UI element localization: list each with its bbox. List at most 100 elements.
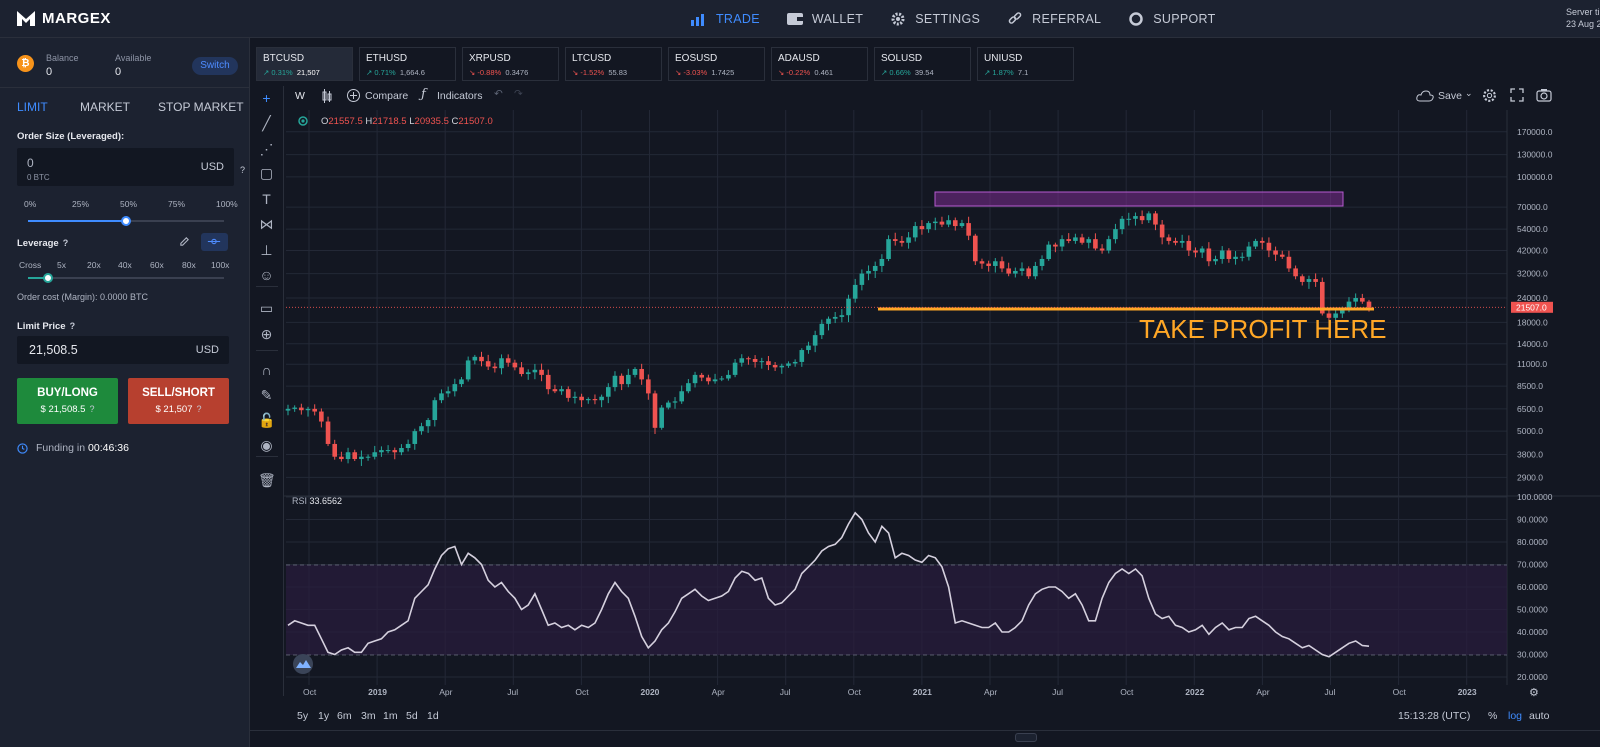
pencil-mode-button[interactable] [174,233,196,251]
scale-log[interactable]: log [1508,710,1523,722]
lock-pencil-icon[interactable]: ✎ [260,387,273,403]
candle [1219,250,1225,259]
symbol-tab-ltcusd[interactable]: LTCUSD ↘ -1.52% 55.83 [565,47,662,81]
logo[interactable]: MARGEX [16,9,111,27]
tv-logo-icon[interactable] [293,654,313,674]
zoom-icon[interactable]: ⊕ [260,326,273,342]
leverage-slider[interactable] [28,273,224,283]
limit-price-input[interactable]: 21,508.5 USD [17,336,229,364]
trendline-icon[interactable]: ╱ [262,115,271,131]
text-icon[interactable]: T [262,191,271,207]
timeframe-1m[interactable]: 1m [383,710,398,722]
redo-icon[interactable]: ↷ [514,88,523,100]
help-icon[interactable]: ? [240,165,246,175]
order-size-input[interactable]: 0 0 BTC USD [17,148,234,186]
size-tick[interactable]: 100% [216,199,238,209]
lock-icon[interactable]: 🔓 [258,412,276,428]
timeframe-5y[interactable]: 5y [297,710,309,722]
timeframe-6m[interactable]: 6m [337,710,352,722]
candle-type-icon[interactable] [321,89,333,103]
leverage-tick[interactable]: 80x [182,260,196,270]
slider-mode-button[interactable] [201,233,228,251]
help-icon[interactable]: ? [62,238,69,248]
timeframe-1d[interactable]: 1d [427,710,439,722]
tab-stop-market[interactable]: STOP MARKET [158,100,244,114]
fullscreen-icon[interactable] [1510,88,1524,102]
leverage-tick[interactable]: 20x [87,260,101,270]
undo-icon[interactable]: ↶ [494,88,503,100]
trash-icon[interactable]: 🗑 [258,472,276,488]
symbol-tab-uniusd[interactable]: UNIUSD ↗ 1.87% 7.1 [977,47,1074,81]
switch-button[interactable]: Switch [192,57,238,75]
symbol-tab-ethusd[interactable]: ETHUSD ↗ 0.71% 1,664.6 [359,47,456,81]
candle [932,221,938,224]
magnet-icon[interactable]: ∩ [261,362,272,378]
camera-icon[interactable] [1536,88,1552,102]
symbol-tab-xrpusd[interactable]: XRPUSD ↘ -0.88% 0.3476 [462,47,559,81]
candle [1199,248,1205,253]
timeframe-5d[interactable]: 5d [406,710,418,722]
panel-resize-bar[interactable] [250,730,1600,747]
tab-limit[interactable]: LIMIT [17,100,48,114]
symbol-tab-eosusd[interactable]: EOSUSD ↘ -3.03% 1.7425 [668,47,765,81]
gear-icon [891,12,905,26]
price-chart[interactable]: TAKE PROFIT HERE 170000.0 130000.0 100000.… [284,110,1600,710]
scale-percent[interactable]: % [1488,710,1498,722]
candle [899,240,905,243]
forecast-icon[interactable]: ⊥ [260,242,273,258]
candle [1099,248,1105,251]
eye-dot-icon[interactable] [298,116,308,126]
candle [726,374,731,379]
order-size-slider[interactable] [28,216,224,226]
nav-wallet[interactable]: WALLET [786,12,863,26]
buy-long-button[interactable]: BUY/LONG $ 21,508.5? [17,378,118,424]
crosshair-icon[interactable]: + [262,90,271,106]
save-button[interactable]: Save [1438,90,1462,102]
nav-support[interactable]: SUPPORT [1127,12,1215,26]
symbol-name: EOSUSD [675,53,718,64]
leverage-tick[interactable]: 60x [150,260,164,270]
resize-handle[interactable] [1015,733,1037,742]
symbol-tab-btcusd[interactable]: BTCUSD ↗ 0.31% 21,507 [256,47,353,81]
take-profit-annotation[interactable]: TAKE PROFIT HERE [1139,314,1387,344]
leverage-tick[interactable]: Cross [19,260,42,270]
pattern-icon[interactable]: ⋈ [259,216,274,232]
slider-knob[interactable] [121,216,131,226]
size-tick[interactable]: 75% [168,199,186,209]
gear-icon[interactable] [1482,88,1497,103]
fib-icon[interactable]: ⋰ [259,141,274,157]
available-value: 0 [115,66,122,78]
indicators-button[interactable]: Indicators [437,90,483,102]
candle [1019,268,1025,271]
leverage-tick[interactable]: 5x [57,260,66,270]
emoji-icon[interactable]: ☺ [259,267,274,283]
candle [1139,216,1145,221]
rectangle-icon[interactable]: ▢ [259,165,274,181]
bitcoin-icon[interactable]: ₿ [17,55,34,72]
slider-knob[interactable] [42,273,53,283]
size-tick[interactable]: 0% [24,199,37,209]
scale-auto[interactable]: auto [1529,710,1550,722]
chevron-down-icon[interactable]: ⌄ [1465,88,1473,98]
nav-referral[interactable]: REFERRAL [1006,12,1101,26]
symbol-tab-solusd[interactable]: SOLUSD ↗ 0.66% 39.54 [874,47,971,81]
timeframe-3m[interactable]: 3m [361,710,376,722]
sell-short-button[interactable]: SELL/SHORT $ 21,507? [128,378,229,424]
axis-settings-icon[interactable]: ⚙ [1529,687,1539,699]
size-tick[interactable]: 50% [120,199,138,209]
compare-button[interactable]: Compare [365,90,409,102]
leverage-tick[interactable]: 100x [211,260,230,270]
ruler-icon[interactable]: ▭ [259,300,274,316]
tab-market[interactable]: MARKET [80,100,131,114]
nav-trade[interactable]: TRADE [690,12,760,26]
leverage-tick[interactable]: 40x [118,260,132,270]
plus-circle-icon[interactable] [346,88,361,103]
interval-button[interactable]: W [295,90,305,102]
fx-icon[interactable]: ƒ [421,87,426,102]
nav-settings[interactable]: SETTINGS [889,12,980,26]
size-tick[interactable]: 25% [72,199,90,209]
timeframe-1y[interactable]: 1y [318,710,330,722]
symbol-tab-adausd[interactable]: ADAUSD ↘ -0.22% 0.461 [771,47,868,81]
help-icon[interactable]: ? [69,321,76,331]
eye-icon[interactable]: ◉ [260,437,273,453]
